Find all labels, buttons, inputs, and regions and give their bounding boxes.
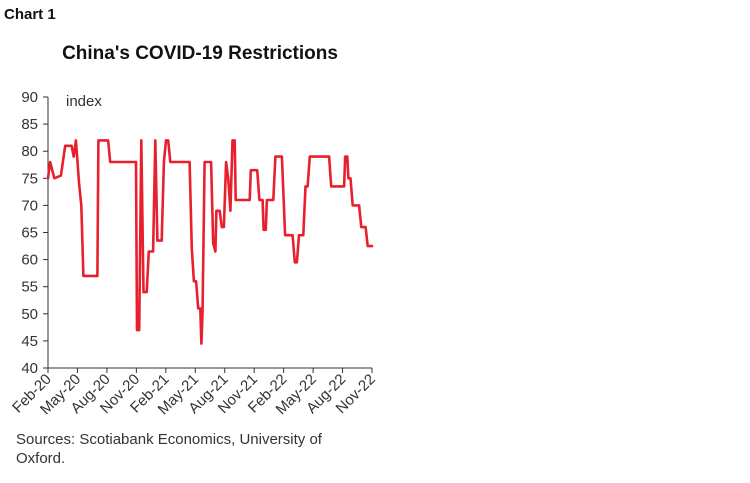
- y-tick-label: 75: [21, 170, 38, 187]
- series-layer: [46, 139, 374, 345]
- y-axis: 40 45 50 55 60 65 70 75 80 85 90 index: [21, 89, 102, 377]
- sources-note: Sources: Scotiabank Economics, Universit…: [16, 431, 322, 467]
- y-tick-label: 45: [21, 333, 38, 350]
- y-tick-label: 70: [21, 197, 38, 214]
- restrictions-index-line: [46, 139, 374, 345]
- y-tick-label: 60: [21, 252, 38, 269]
- y-tick-label: 55: [21, 279, 38, 296]
- y-tick-label: 85: [21, 116, 38, 133]
- y-axis-label: index: [66, 93, 102, 110]
- y-tick-label: 50: [21, 306, 38, 323]
- chart-label: Chart 1: [4, 6, 56, 23]
- y-tick-label: 65: [21, 225, 38, 242]
- x-axis: Feb-20May-20Aug-20Nov-20Feb-21May-21Aug-…: [9, 367, 379, 418]
- chart-title: China's COVID-19 Restrictions: [62, 43, 338, 64]
- y-tick-label: 90: [21, 89, 38, 106]
- y-tick-label: 80: [21, 143, 38, 160]
- y-tick-label: 40: [21, 360, 38, 377]
